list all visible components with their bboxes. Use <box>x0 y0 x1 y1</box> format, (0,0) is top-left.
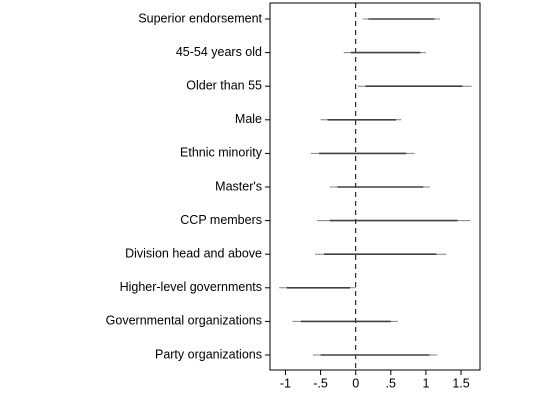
y-tick-label: Division head and above <box>125 246 262 260</box>
y-tick-label: 45-54 years old <box>176 45 262 59</box>
x-tick-label: -1 <box>280 376 291 390</box>
y-tick-label: CCP members <box>180 213 262 227</box>
y-tick-label: Male <box>235 112 262 126</box>
y-tick-label: Ethnic minority <box>180 146 263 160</box>
x-tick-label: .5 <box>386 376 396 390</box>
y-tick-label: Superior endorsement <box>138 11 262 25</box>
x-tick-label: -.5 <box>313 376 328 390</box>
y-tick-label: Governmental organizations <box>106 314 262 328</box>
y-tick-label: Higher-level governments <box>120 280 262 294</box>
y-tick-label: Master's <box>215 179 262 193</box>
y-tick-label: Older than 55 <box>186 78 262 92</box>
x-tick-label: 1.5 <box>452 376 469 390</box>
x-tick-label: 0 <box>352 376 359 390</box>
y-tick-label: Party organizations <box>155 347 262 361</box>
x-tick-label: 1 <box>422 376 429 390</box>
